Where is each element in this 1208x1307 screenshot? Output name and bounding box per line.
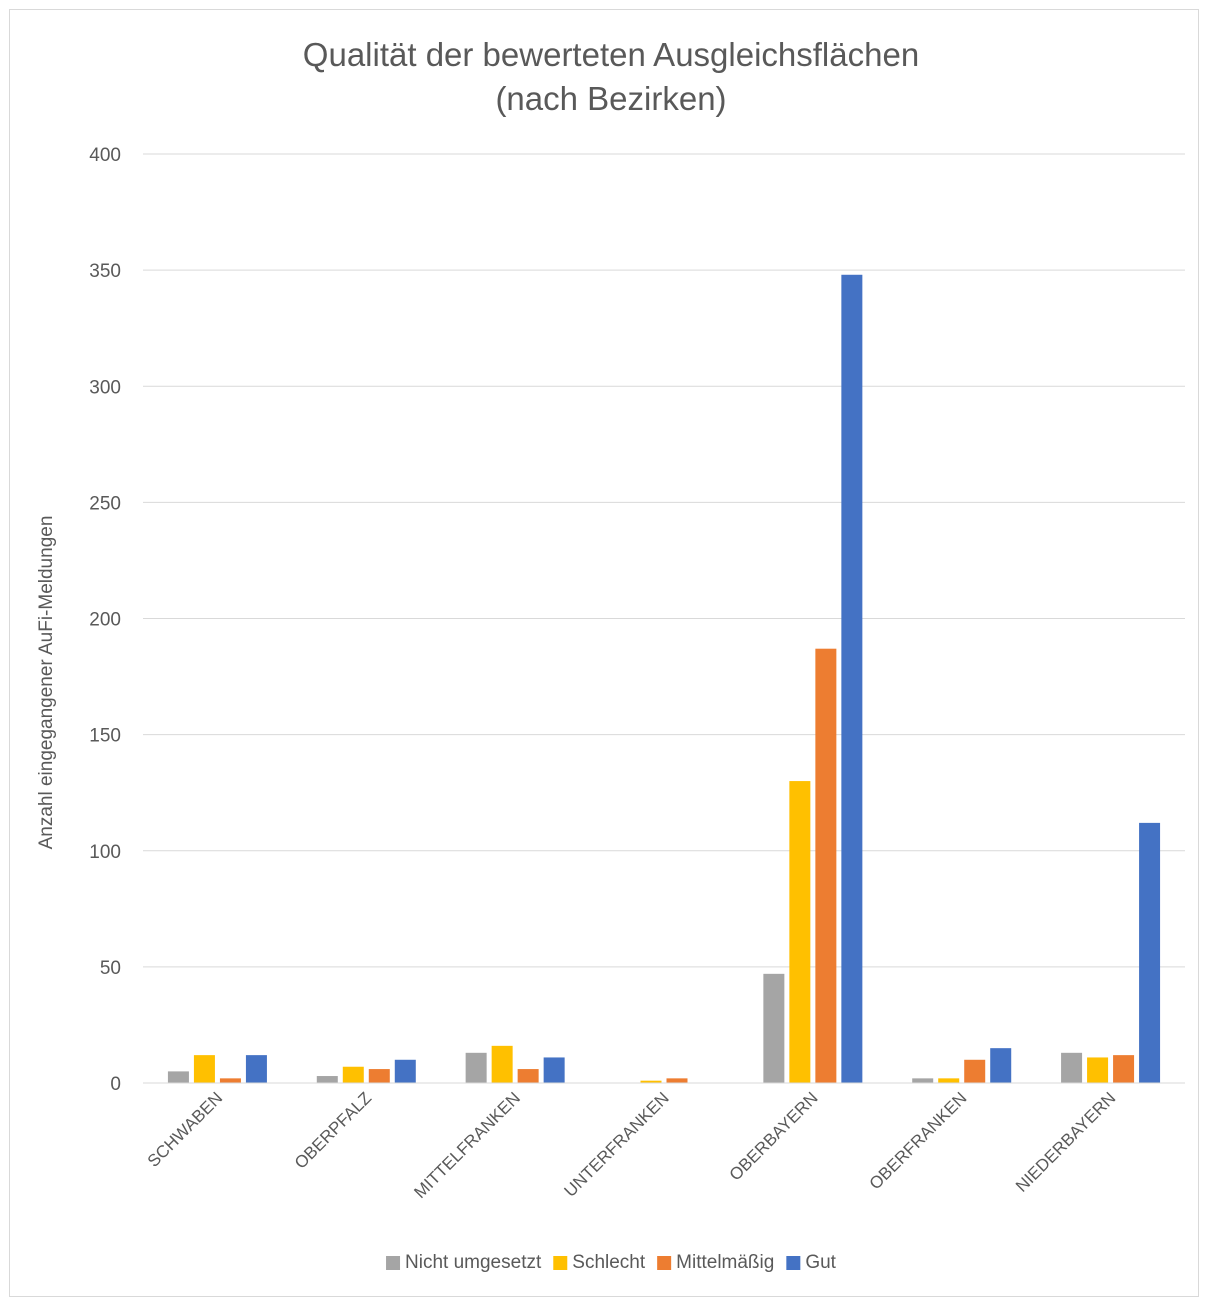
legend-swatch bbox=[386, 1256, 401, 1270]
x-category-label: MITTELFRANKEN bbox=[410, 1088, 524, 1202]
bar-schlecht-oberbayern bbox=[789, 781, 811, 1083]
gridlines bbox=[143, 153, 1185, 968]
x-category-label: OBERPFALZ bbox=[291, 1088, 375, 1172]
bar-schlecht-oberpfalz bbox=[342, 1066, 364, 1083]
legend-swatch bbox=[657, 1256, 672, 1270]
y-tick-label: 50 bbox=[100, 958, 121, 979]
bar-nicht-umgesetzt-oberbayern bbox=[763, 973, 785, 1083]
bar-gut-schwaben bbox=[245, 1055, 267, 1083]
legend-swatch bbox=[786, 1256, 801, 1270]
bar-nicht-umgesetzt-niederbayern bbox=[1061, 1052, 1083, 1083]
y-tick-label: 100 bbox=[89, 842, 121, 863]
bar-schlecht-mittelfranken bbox=[491, 1045, 513, 1083]
bar-mittelm-ig-oberpfalz bbox=[368, 1069, 390, 1083]
bar-schlecht-schwaben bbox=[193, 1055, 215, 1083]
x-axis-category-labels: SCHWABEN OBERPFALZ MITTELFRANKEN UNTERFRANK… bbox=[144, 1088, 1120, 1202]
bar-mittelm-ig-niederbayern bbox=[1113, 1055, 1135, 1083]
y-tick-label: 350 bbox=[89, 261, 121, 282]
y-tick-label: 150 bbox=[89, 726, 121, 747]
y-tick-label: 250 bbox=[89, 493, 121, 514]
bar-gut-oberbayern bbox=[841, 274, 863, 1083]
x-category-label: NIEDERBAYERN bbox=[1012, 1088, 1119, 1195]
chart-title-line: (nach Bezirken) bbox=[495, 80, 726, 117]
bar-gut-niederbayern bbox=[1139, 822, 1161, 1083]
chart-title-line: Qualität der bewerteten Ausgleichsfläche… bbox=[303, 36, 919, 73]
bar-schlecht-niederbayern bbox=[1087, 1057, 1109, 1083]
legend-item: Gut bbox=[786, 1252, 837, 1273]
bar-gut-oberfranken bbox=[990, 1048, 1012, 1083]
bar-mittelm-ig-mittelfranken bbox=[517, 1069, 539, 1083]
legend-label: Gut bbox=[805, 1252, 836, 1273]
legend-item: Mittelmäßig bbox=[657, 1252, 774, 1273]
y-axis-title: Anzahl eingegangener AuFi-Meldungen bbox=[36, 516, 57, 850]
x-category-label: SCHWABEN bbox=[144, 1088, 226, 1170]
y-tick-label: 0 bbox=[110, 1074, 121, 1095]
x-category-label: UNTERFRANKEN bbox=[561, 1088, 673, 1200]
x-category-label: OBERBAYERN bbox=[726, 1088, 822, 1184]
bar-nicht-umgesetzt-schwaben bbox=[167, 1071, 189, 1083]
bar-mittelm-ig-oberbayern bbox=[815, 648, 837, 1083]
bar-mittelm-ig-unterfranken bbox=[666, 1078, 688, 1083]
bar-mittelm-ig-schwaben bbox=[219, 1078, 241, 1083]
x-category-label: OBERFRANKEN bbox=[866, 1088, 971, 1193]
y-tick-label: 300 bbox=[89, 377, 121, 398]
bars bbox=[167, 274, 1161, 1083]
bar-nicht-umgesetzt-oberpfalz bbox=[316, 1076, 338, 1083]
legend-item: Nicht umgesetzt bbox=[386, 1252, 542, 1273]
y-tick-label: 200 bbox=[89, 610, 121, 631]
bar-nicht-umgesetzt-mittelfranken bbox=[465, 1052, 487, 1083]
bar-gut-oberpfalz bbox=[394, 1059, 416, 1083]
legend-item: Schlecht bbox=[553, 1252, 646, 1273]
bar-nicht-umgesetzt-oberfranken bbox=[912, 1078, 934, 1083]
bar-gut-mittelfranken bbox=[543, 1057, 565, 1083]
chart-title: Qualität der bewerteten Ausgleichsfläche… bbox=[303, 36, 919, 117]
legend-swatch bbox=[553, 1256, 568, 1270]
legend-label: Mittelmäßig bbox=[676, 1252, 774, 1273]
bar-mittelm-ig-oberfranken bbox=[964, 1059, 986, 1083]
y-axis-ticks: 0 50 100 150 200 250 300 350 400 bbox=[89, 145, 121, 1095]
bar-schlecht-unterfranken bbox=[640, 1080, 662, 1083]
legend: Nicht umgesetzt Schlecht Mittelmäßig Gut bbox=[386, 1252, 837, 1273]
y-tick-label: 400 bbox=[89, 145, 121, 166]
legend-label: Schlecht bbox=[572, 1252, 646, 1273]
bar-schlecht-oberfranken bbox=[938, 1078, 960, 1083]
legend-label: Nicht umgesetzt bbox=[405, 1252, 542, 1273]
